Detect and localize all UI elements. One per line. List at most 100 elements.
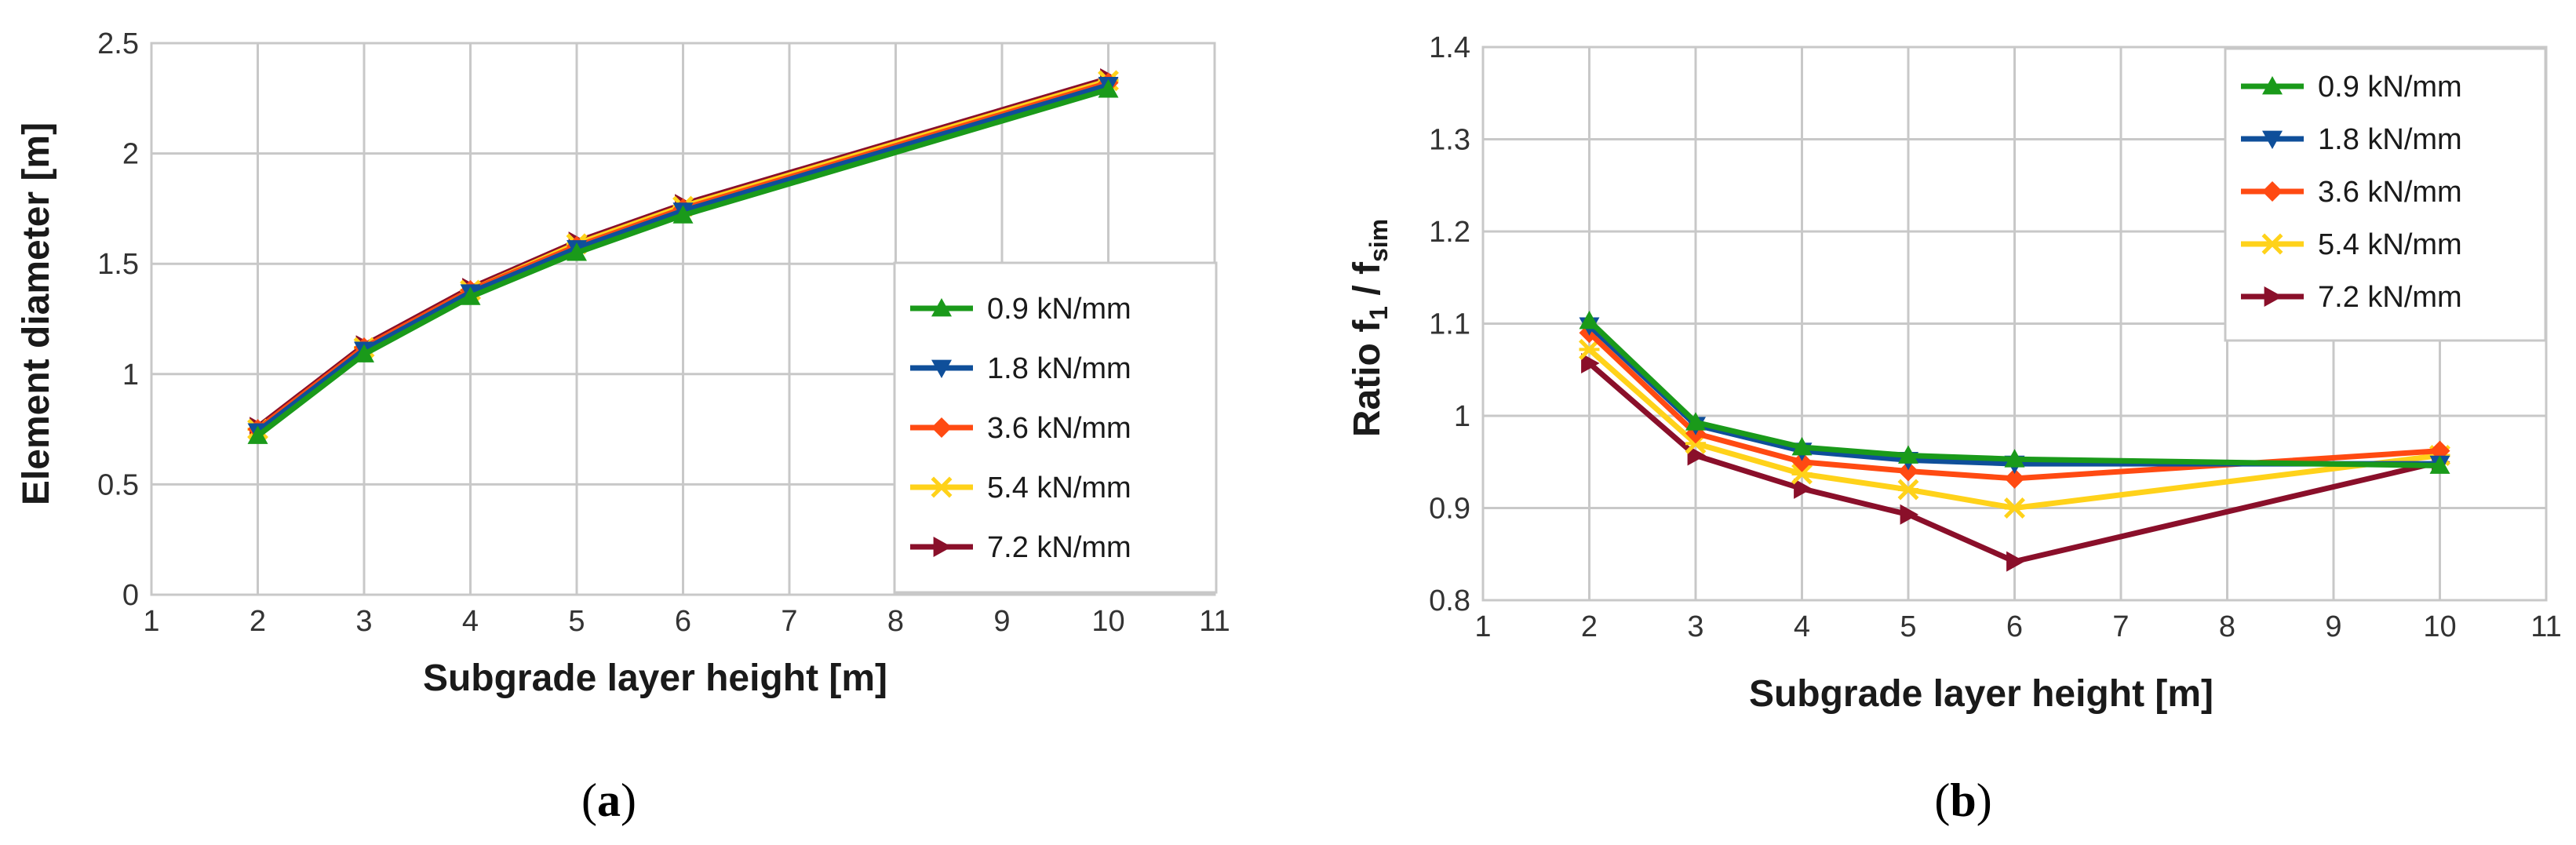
chart-b-legend-marker [2262, 76, 2283, 95]
chart-a-x-tick-label: 11 [1199, 605, 1230, 638]
chart-b-data-point [1898, 445, 1918, 464]
chart-a-legend-marker [931, 476, 953, 498]
chart-a-legend-item: 7.2 kN/mm [910, 531, 1131, 564]
chart-b-x-tick-label: 4 [1794, 610, 1810, 643]
chart-b-data-point [1791, 451, 1813, 472]
panel-label-a: (a) [581, 774, 636, 826]
panel-label-b-letter: b [1950, 774, 1976, 826]
chart-b-series-line [1587, 319, 2440, 468]
chart-a-y-tick-label: 1 [122, 359, 139, 392]
chart-b-legend-item: 3.6 kN/mm [2241, 176, 2462, 209]
chart-a-y-tick-label: 0.5 [97, 468, 139, 501]
chart-a-data-point [1098, 79, 1119, 98]
chart-b-legend-item: 5.4 kN/mm [2241, 228, 2462, 261]
chart-b-x-tick-label: 1 [1474, 610, 1491, 643]
chart-b-y-tick-label: 0.8 [1429, 585, 1470, 617]
chart-a-data-point [247, 425, 268, 444]
chart-b-y-axis-title-main: Ratio f [1346, 319, 1388, 437]
chart-a-legend-marker [931, 417, 952, 438]
chart-b-legend: 0.9 kN/mm 1.8 kN/mm 3.6 kN/mm 5.4 kN/mm 7.2 … [2224, 47, 2547, 342]
chart-b-data-point [2429, 455, 2450, 474]
chart-a-legend-label: 5.4 kN/mm [987, 472, 1131, 504]
chart-b-series-line [1587, 347, 2440, 511]
chart-b-series-line [1587, 361, 2441, 565]
chart-b-y-axis-title-sub2: sim [1365, 219, 1393, 262]
chart-b-x-ticks: 1 2 3 4 5 6 7 8 9 10 11 [1474, 610, 2561, 643]
chart-b-data-point [1898, 461, 1918, 482]
chart-a-legend-label: 0.9 kN/mm [987, 293, 1131, 326]
chart-b-data-point [2004, 449, 2025, 468]
chart-a-series [247, 67, 1119, 444]
chart-a-legend-item: 1.8 kN/mm [910, 352, 1131, 385]
chart-b-legend-label: 5.4 kN/mm [2318, 228, 2462, 261]
chart-b-x-tick-label: 3 [1687, 610, 1703, 643]
chart-a-x-tick-label: 1 [143, 605, 159, 638]
chart-b-legend-marker [2262, 130, 2283, 149]
chart-a-legend-item: 5.4 kN/mm [910, 472, 1131, 504]
chart-b-legend-item: 7.2 kN/mm [2241, 281, 2462, 314]
chart-b-y-axis-title-mid: / f [1346, 261, 1388, 306]
chart-b-x-tick-label: 10 [2423, 610, 2456, 643]
chart-a-x-axis-title: Subgrade layer height [m] [423, 657, 887, 699]
panel-label-a-letter: a [597, 774, 621, 826]
chart-b-x-tick-label: 5 [1900, 610, 1916, 643]
chart-b-legend-marker [2264, 286, 2283, 307]
chart-b-data-point [1685, 412, 1706, 431]
chart-b-series-line [1587, 330, 2440, 482]
chart-b-series-5-4-kn-mm [1579, 338, 2450, 519]
chart-b-y-axis-title-sub1: 1 [1365, 306, 1393, 320]
chart-b-series-0-9-kn-mm [1579, 310, 2450, 474]
chart-b-y-tick-label: 0.9 [1429, 493, 1470, 526]
chart-a-legend-item: 0.9 kN/mm [910, 293, 1131, 326]
chart-b-x-tick-label: 6 [2006, 610, 2023, 643]
chart-a-data-point [460, 286, 481, 305]
chart-a-data-point [354, 344, 374, 362]
chart-a-series-line [256, 86, 1109, 439]
chart-b-legend-label: 1.8 kN/mm [2318, 123, 2462, 156]
chart-b-data-point [2006, 551, 2025, 572]
chart-b-y-ticks: 0.8 0.9 1 1.1 1.2 1.3 1.4 [1429, 31, 1470, 617]
chart-b-y-tick-label: 1.4 [1429, 31, 1470, 64]
chart-b-x-tick-label: 2 [1581, 610, 1598, 643]
chart-b-data-point [1579, 310, 1600, 330]
chart-a-x-tick-label: 9 [993, 605, 1010, 638]
chart-b-data-point [1900, 504, 1918, 525]
chart-b-data-point [1794, 478, 1813, 499]
chart-a-x-ticks: 1 2 3 4 5 6 7 8 9 10 11 [143, 605, 1230, 638]
chart-a-legend-item: 3.6 kN/mm [910, 412, 1131, 445]
chart-b-legend-label: 3.6 kN/mm [2318, 176, 2462, 209]
chart-b-data-point [1897, 479, 1919, 501]
chart-a-y-tick-label: 2 [122, 138, 139, 171]
panel-label-a-open: ( [581, 774, 597, 826]
chart-b-x-tick-label: 7 [2112, 610, 2129, 643]
chart-b-data-point [2004, 468, 2025, 489]
chart-b-x-tick-label: 9 [2325, 610, 2341, 643]
chart-a-legend: 0.9 kN/mm 1.8 kN/mm 3.6 kN/mm 5.4 kN/mm 7.2 … [893, 261, 1218, 594]
chart-b: 1 2 3 4 5 6 7 8 9 10 11 0.8 0.9 1 1.1 1.2 1.3 1.4 Subgra… [1346, 31, 2562, 715]
chart-a-y-ticks: 0 0.5 1 1.5 2 2.5 [97, 27, 139, 612]
chart-a-x-tick-label: 2 [250, 605, 266, 638]
chart-a-y-tick-label: 1.5 [97, 248, 139, 281]
chart-b-data-point [1687, 445, 1706, 466]
chart-a-legend-label: 3.6 kN/mm [987, 412, 1131, 445]
panel-label-a-close: ) [621, 774, 636, 826]
chart-a-x-tick-label: 3 [355, 605, 372, 638]
chart-a-y-tick-label: 0 [122, 579, 139, 612]
chart-a-legend-marker [933, 537, 952, 557]
chart-a-series-0-9-kn-mm [247, 79, 1119, 444]
chart-b-y-tick-label: 1.1 [1429, 308, 1470, 341]
chart-a-y-tick-label: 2.5 [97, 27, 139, 60]
chart-a-series-line [256, 82, 1109, 434]
chart-b-legend-label: 7.2 kN/mm [2318, 281, 2462, 314]
chart-a-legend-label: 1.8 kN/mm [987, 352, 1131, 385]
chart-b-series [1579, 310, 2450, 572]
chart-b-x-axis-title: Subgrade layer height [m] [1749, 673, 2213, 715]
chart-a-x-tick-label: 10 [1091, 605, 1124, 638]
chart-b-legend-marker [2262, 181, 2283, 202]
chart-b-data-point [2004, 497, 2025, 519]
chart-a-legend-label: 7.2 kN/mm [987, 531, 1131, 564]
chart-b-data-point [1791, 463, 1813, 485]
chart-a-x-tick-label: 5 [568, 605, 585, 638]
chart-b-legend-item: 1.8 kN/mm [2241, 123, 2462, 156]
